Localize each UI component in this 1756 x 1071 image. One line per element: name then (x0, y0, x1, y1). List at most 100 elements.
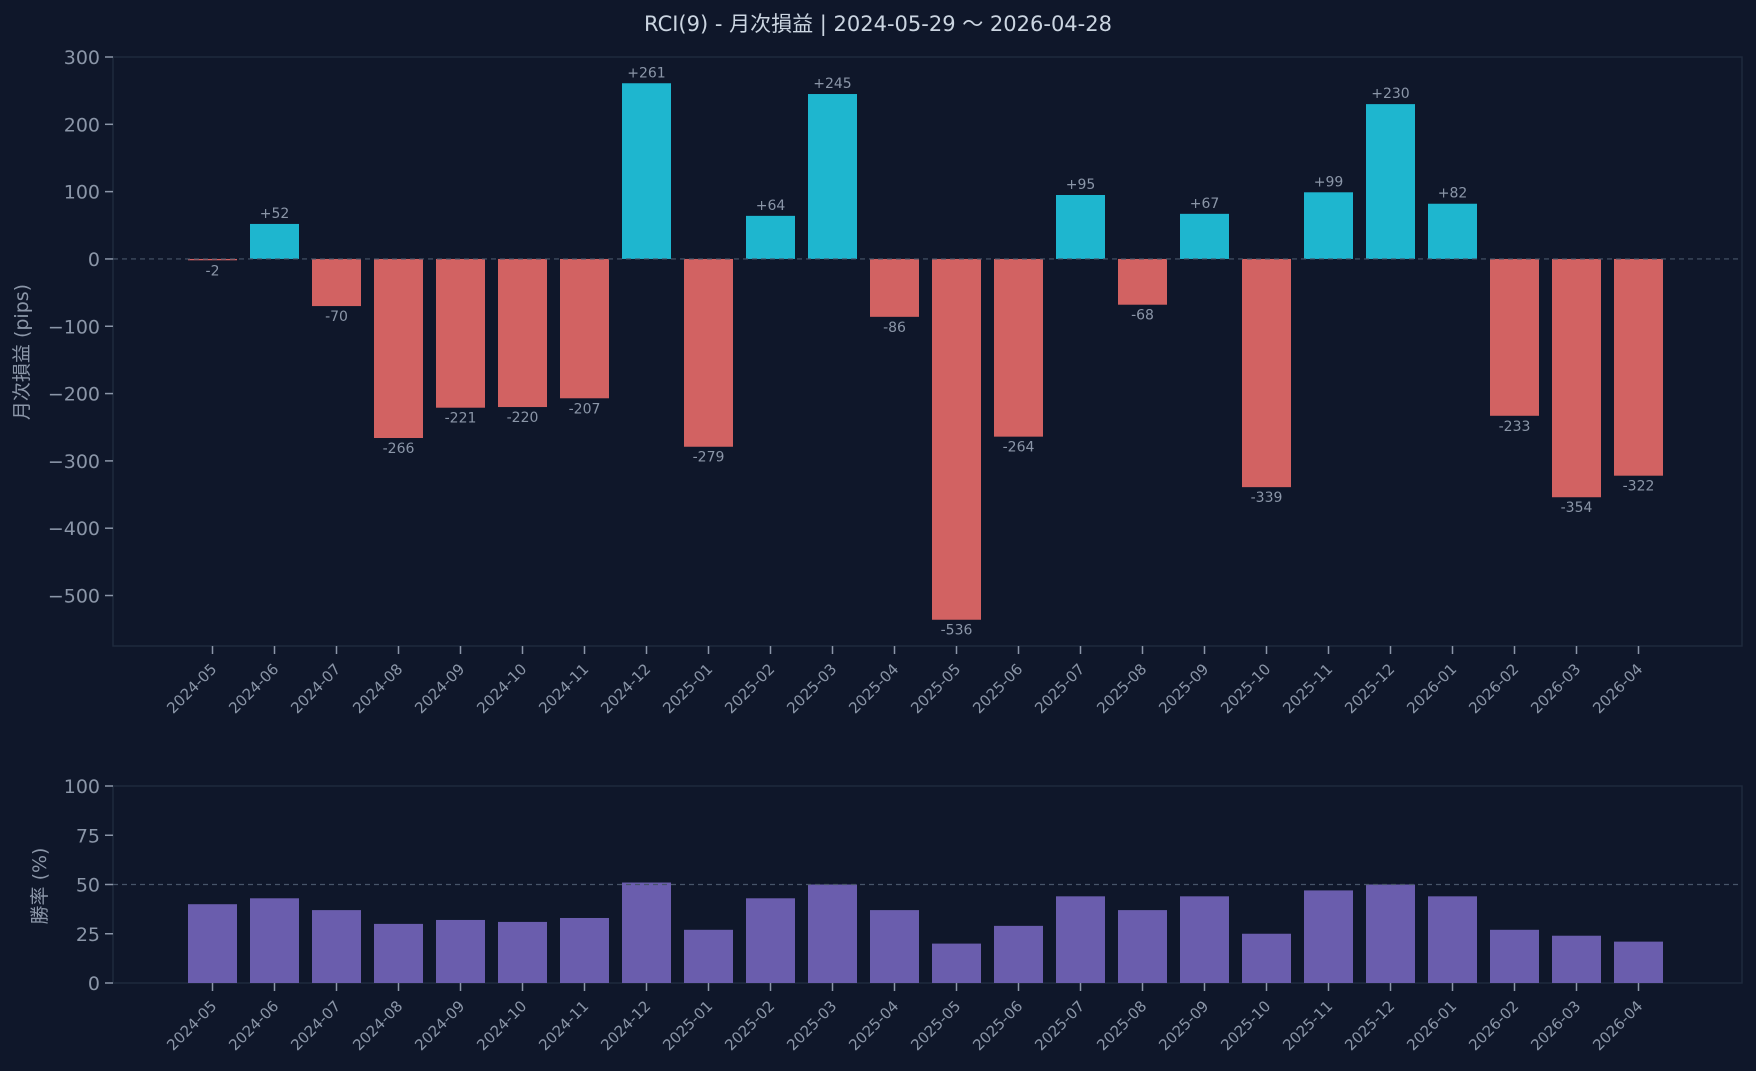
bar-pnl-2024-11 (560, 258, 609, 399)
x-tick-label: 2024-06 (225, 660, 282, 717)
x-tick-label: 2024-10 (473, 997, 530, 1054)
y-tick-label: 100 (64, 182, 100, 204)
y-tick-label: 0 (88, 249, 100, 271)
y-tick-label: 25 (76, 924, 100, 946)
data-label: -207 (569, 401, 601, 417)
data-label: -68 (1131, 308, 1154, 324)
bar-pnl-2025-02 (746, 215, 795, 259)
bar-pnl-2025-12 (1366, 104, 1415, 259)
bar-pnl-2025-05 (932, 258, 981, 620)
y-axis-label: 月次損益 (pips) (11, 284, 33, 420)
bar-pnl-2025-03 (808, 94, 857, 259)
bar-winrate-2025-12 (1366, 884, 1415, 983)
x-tick-label: 2025-11 (1279, 997, 1336, 1054)
x-tick-label: 2024-10 (473, 660, 530, 717)
data-label: -86 (883, 320, 906, 336)
x-tick-label: 2025-02 (721, 997, 778, 1054)
y-tick-label: −200 (48, 384, 100, 406)
x-tick-label: 2025-12 (1341, 660, 1398, 717)
bar-winrate-2024-06 (250, 898, 299, 983)
x-tick-label: 2025-09 (1155, 997, 1212, 1054)
bar-pnl-2025-07 (1056, 194, 1105, 259)
bar-pnl-2026-01 (1428, 203, 1477, 259)
x-tick-label: 2024-12 (597, 997, 654, 1054)
x-tick-label: 2025-03 (783, 660, 840, 717)
bar-winrate-2025-07 (1056, 896, 1105, 983)
data-label: +261 (627, 65, 665, 81)
y-tick-label: 200 (64, 114, 100, 136)
data-label: +52 (260, 206, 290, 222)
y-tick-label: 100 (64, 776, 100, 798)
y-tick-label: −300 (48, 451, 100, 473)
x-tick-label: 2025-07 (1031, 997, 1088, 1054)
x-tick-label: 2025-12 (1341, 997, 1398, 1054)
x-tick-label: 2024-07 (287, 997, 344, 1054)
x-tick-label: 2026-01 (1403, 997, 1460, 1054)
bar-winrate-2024-10 (498, 921, 547, 983)
bar-winrate-2026-02 (1490, 929, 1539, 983)
y-tick-label: 0 (88, 973, 100, 995)
data-label: -354 (1561, 500, 1593, 516)
bar-winrate-2024-07 (312, 910, 361, 983)
data-label: +245 (813, 76, 851, 92)
x-tick-label: 2025-09 (1155, 660, 1212, 717)
bar-pnl-2025-08 (1118, 258, 1167, 305)
bar-winrate-2024-09 (436, 919, 485, 983)
data-label: -536 (941, 623, 973, 639)
x-tick-label: 2024-08 (349, 997, 406, 1054)
x-tick-label: 2024-05 (163, 997, 220, 1054)
x-tick-label: 2025-10 (1217, 997, 1274, 1054)
data-label: -70 (325, 309, 348, 325)
data-label: +82 (1438, 186, 1468, 202)
bar-pnl-2026-02 (1490, 258, 1539, 416)
x-tick-label: 2025-01 (659, 660, 716, 717)
y-tick-label: 75 (76, 825, 100, 847)
bar-pnl-2025-10 (1242, 258, 1291, 488)
x-tick-label: 2026-04 (1589, 997, 1646, 1054)
bar-pnl-2025-04 (870, 258, 919, 317)
data-label: +99 (1314, 174, 1344, 190)
x-tick-label: 2025-05 (907, 660, 964, 717)
data-label: -221 (445, 411, 477, 427)
data-label: -2 (206, 263, 220, 279)
data-label: -233 (1499, 419, 1531, 435)
bar-pnl-2024-05 (188, 258, 237, 261)
x-tick-label: 2025-10 (1217, 660, 1274, 717)
x-tick-label: 2025-01 (659, 997, 716, 1054)
y-tick-label: −100 (48, 316, 100, 338)
x-tick-label: 2026-04 (1589, 660, 1646, 717)
data-label: -322 (1623, 479, 1655, 495)
x-tick-label: 2026-02 (1465, 660, 1522, 717)
x-tick-label: 2024-05 (163, 660, 220, 717)
x-tick-label: 2026-02 (1465, 997, 1522, 1054)
bar-winrate-2024-08 (374, 923, 423, 983)
bar-winrate-2025-01 (684, 929, 733, 983)
x-tick-label: 2025-07 (1031, 660, 1088, 717)
x-tick-label: 2024-09 (411, 660, 468, 717)
x-tick-label: 2025-04 (845, 660, 902, 717)
data-label: -264 (1003, 440, 1035, 456)
bar-pnl-2025-06 (994, 258, 1043, 437)
x-tick-label: 2025-08 (1093, 660, 1150, 717)
bar-pnl-2026-03 (1552, 258, 1601, 498)
x-tick-label: 2024-07 (287, 660, 344, 717)
bar-pnl-2025-01 (684, 258, 733, 447)
x-tick-label: 2025-05 (907, 997, 964, 1054)
y-tick-label: −500 (48, 586, 100, 608)
bar-pnl-2024-10 (498, 258, 547, 408)
bar-pnl-2024-06 (250, 223, 299, 259)
x-tick-label: 2024-11 (535, 997, 592, 1054)
bar-winrate-2025-10 (1242, 933, 1291, 983)
bar-winrate-2025-05 (932, 943, 981, 983)
data-label: -279 (693, 450, 725, 466)
y-tick-label: −400 (48, 518, 100, 540)
x-tick-label: 2024-11 (535, 660, 592, 717)
bar-pnl-2024-07 (312, 258, 361, 307)
bar-winrate-2026-03 (1552, 935, 1601, 983)
x-tick-label: 2026-01 (1403, 660, 1460, 717)
bar-winrate-2025-03 (808, 884, 857, 983)
bar-winrate-2025-06 (994, 925, 1043, 983)
bar-winrate-2025-02 (746, 898, 795, 983)
bar-pnl-2025-09 (1180, 213, 1229, 259)
